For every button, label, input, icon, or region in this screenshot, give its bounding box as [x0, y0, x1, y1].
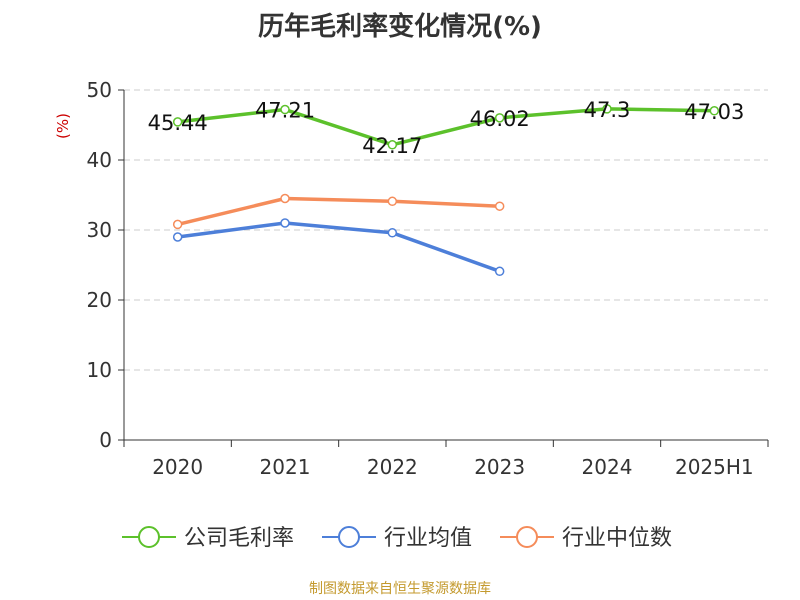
data-point: [387, 196, 398, 207]
y-tick-label: 30: [87, 218, 112, 242]
data-point: [172, 219, 183, 230]
data-label: 47.03: [684, 100, 744, 124]
data-point: [172, 232, 183, 242]
data-point: [172, 117, 183, 127]
data-label: 46.02: [470, 107, 530, 131]
x-tick-label: 2024: [582, 455, 633, 479]
y-tick-label: 40: [87, 148, 112, 172]
y-tick-label: 20: [87, 288, 112, 312]
source-note: 制图数据来自恒生聚源数据库: [309, 581, 491, 597]
legend-label: 行业均值: [384, 526, 472, 551]
legend-marker: [138, 526, 160, 548]
series-line: [177, 196, 500, 227]
data-point: [709, 106, 720, 116]
data-point: [280, 104, 290, 115]
data-label: 47.21: [255, 99, 315, 123]
legend-label: 行业中位数: [562, 526, 672, 551]
y-axis-label: (%): [54, 113, 72, 139]
data-point: [387, 228, 398, 238]
series-line: [177, 221, 501, 273]
data-point: [602, 104, 612, 114]
y-tick-label: 50: [87, 78, 112, 102]
x-tick-label: 2025H1: [675, 455, 754, 479]
data-point: [494, 266, 505, 277]
data-label: 47.3: [584, 98, 631, 122]
data-point: [280, 218, 290, 228]
x-tick-label: 2023: [474, 455, 525, 479]
data-label: 45.44: [148, 111, 208, 135]
legend-marker: [516, 526, 538, 548]
data-label: 42.17: [362, 134, 422, 158]
y-tick-label: 10: [87, 358, 112, 382]
data-point: [280, 193, 290, 204]
data-point: [494, 113, 505, 123]
chart-title: 历年毛利率变化情况(%): [258, 12, 542, 42]
data-point: [494, 201, 505, 211]
data-point: [387, 140, 398, 150]
series-line: [177, 107, 715, 147]
y-tick-label: 0: [99, 428, 112, 452]
legend-marker: [338, 526, 360, 548]
x-tick-label: 2020: [152, 455, 203, 479]
x-tick-label: 2021: [260, 455, 311, 479]
x-tick-label: 2022: [367, 455, 418, 479]
legend-label: 公司毛利率: [184, 526, 294, 551]
